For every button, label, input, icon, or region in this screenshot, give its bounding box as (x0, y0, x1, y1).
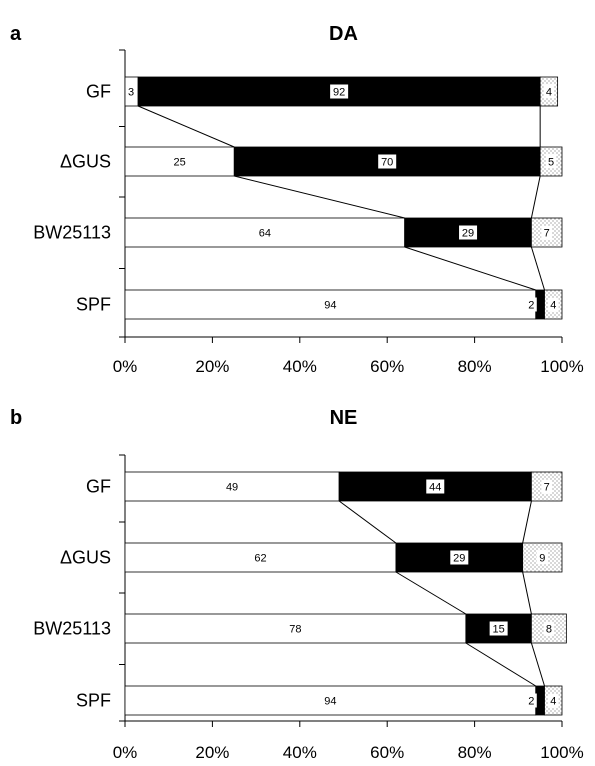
bar-segment (124, 471, 340, 502)
category-label: SPF (76, 295, 111, 315)
connector-line (137, 105, 235, 148)
data-label-bg (525, 693, 537, 708)
data-label: 94 (324, 300, 336, 312)
connector-line (465, 642, 537, 687)
data-label-bg (541, 479, 553, 494)
bar-segment (535, 289, 545, 320)
connector-line (404, 246, 536, 291)
x-tick-label: 80% (458, 743, 492, 762)
data-label: 7 (544, 228, 550, 240)
data-label-bg (525, 297, 537, 312)
category-label: ΔGUS (60, 548, 111, 568)
data-label: 49 (226, 482, 238, 494)
bar-segment (531, 613, 567, 644)
connector-line (530, 175, 541, 219)
connector-line (338, 500, 397, 544)
data-label: 15 (493, 624, 505, 636)
data-label: 29 (462, 228, 474, 240)
data-label-bg (545, 154, 557, 169)
bar-segment (124, 217, 406, 248)
data-label: 92 (333, 87, 345, 99)
category-label: GF (86, 477, 111, 497)
bar-segment (124, 289, 537, 320)
connector-line (522, 571, 532, 615)
x-tick-label: 0% (113, 743, 138, 762)
category-label: BW25113 (33, 619, 111, 639)
bar-segment (124, 685, 537, 716)
connector-line (522, 500, 532, 544)
data-label-bg (450, 550, 469, 565)
data-label-bg (459, 225, 478, 240)
x-tick-label: 100% (540, 357, 583, 376)
data-label-bg (378, 154, 397, 169)
connector-line (530, 246, 545, 291)
connector-line (530, 642, 545, 687)
data-label-bg (547, 693, 559, 708)
data-label: 2 (528, 696, 534, 708)
chart-title: DA (329, 23, 358, 45)
category-label: BW25113 (33, 223, 111, 243)
bar-segment (124, 542, 397, 573)
data-label-bg (489, 621, 508, 636)
chart-panel-b: b NE 0% 20% 40% 60% 80% 100% GF 49 44 7 ΔGUS 62 29 9 BW2… (10, 407, 584, 762)
data-label: 8 (546, 624, 552, 636)
data-label: 62 (254, 553, 266, 565)
x-tick-label: 40% (283, 743, 317, 762)
data-label: 25 (174, 157, 186, 169)
x-tick-label: 60% (370, 743, 404, 762)
connector-line (395, 571, 467, 615)
data-label-bg (547, 297, 559, 312)
connector-line (234, 175, 405, 219)
x-tick-label: 20% (195, 743, 229, 762)
chart-panel-a: a DA 0% 20% 40% 60% 80% 100% GF 3 92 4 ΔGUS 25 70 5 BW25… (10, 23, 584, 376)
data-label-bg (543, 621, 555, 636)
data-label: 44 (429, 482, 441, 494)
data-label: 9 (539, 553, 545, 565)
data-label: 7 (544, 482, 550, 494)
x-tick-label: 20% (195, 357, 229, 376)
data-label-bg (426, 479, 445, 494)
x-tick-label: 80% (458, 357, 492, 376)
x-tick-label: 100% (540, 743, 583, 762)
data-label: 3 (128, 87, 134, 99)
category-label: GF (86, 82, 111, 102)
category-label: ΔGUS (60, 152, 111, 172)
panel-label: b (10, 407, 22, 429)
data-label-bg (541, 225, 553, 240)
data-label: 4 (550, 300, 556, 312)
data-label: 5 (548, 157, 554, 169)
data-label-bg (543, 84, 555, 99)
data-label: 4 (550, 696, 556, 708)
data-label: 29 (453, 553, 465, 565)
data-label: 70 (381, 157, 393, 169)
data-label: 64 (259, 228, 271, 240)
data-label: 78 (289, 624, 301, 636)
x-tick-label: 40% (283, 357, 317, 376)
data-label-bg (536, 550, 548, 565)
x-tick-label: 60% (370, 357, 404, 376)
data-label-bg (330, 84, 349, 99)
panel-label: a (10, 23, 22, 45)
x-tick-label: 0% (113, 357, 138, 376)
bar-segment (535, 685, 545, 716)
data-label: 94 (324, 696, 336, 708)
chart-title: NE (330, 407, 358, 429)
category-label: SPF (76, 691, 111, 711)
data-label: 4 (546, 87, 552, 99)
data-label: 2 (528, 300, 534, 312)
